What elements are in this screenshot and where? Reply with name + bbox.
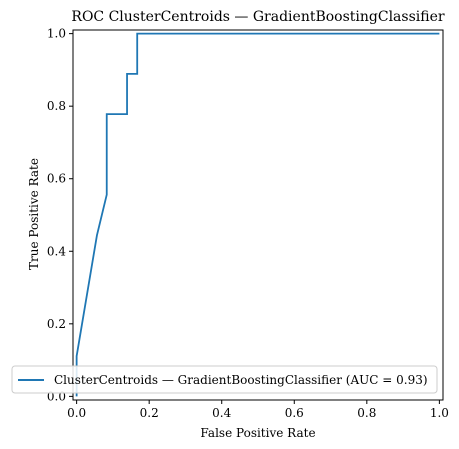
series-layer — [75, 32, 440, 397]
legend-entry-label: ClusterCentroids — GradientBoostingClass… — [54, 373, 428, 387]
y-tick-label: 0.4 — [47, 244, 66, 258]
legend-frame — [11, 365, 438, 394]
chart-title: ROC ClusterCentroids — GradientBoostingC… — [71, 9, 444, 25]
axes-frame — [72, 29, 444, 401]
x-tick-label: 0.8 — [357, 406, 376, 420]
y-tick-label: 1.0 — [47, 27, 66, 41]
axis-ticks: 0.0 0.2 0.4 0.6 0.8 1.00.00.20.40.60.81.0 — [47, 27, 449, 420]
y-tick-label: 0.6 — [47, 172, 66, 186]
legend: ClusterCentroids — GradientBoostingClass… — [11, 365, 438, 394]
x-tick-label: 1.0 — [430, 406, 449, 420]
y-axis-label: True Positive Rate — [27, 158, 41, 270]
x-tick-label: 0.2 — [140, 406, 159, 420]
roc-curve-line — [75, 32, 440, 397]
x-tick-label: 0.4 — [212, 406, 231, 420]
x-tick-label: 0.0 — [67, 406, 86, 420]
y-tick-label: 0.8 — [47, 99, 66, 113]
x-axis-label: False Positive Rate — [200, 426, 315, 440]
x-tick-label: 0.6 — [285, 406, 304, 420]
y-tick-label: 0.2 — [47, 317, 66, 331]
plot-area — [72, 29, 444, 401]
